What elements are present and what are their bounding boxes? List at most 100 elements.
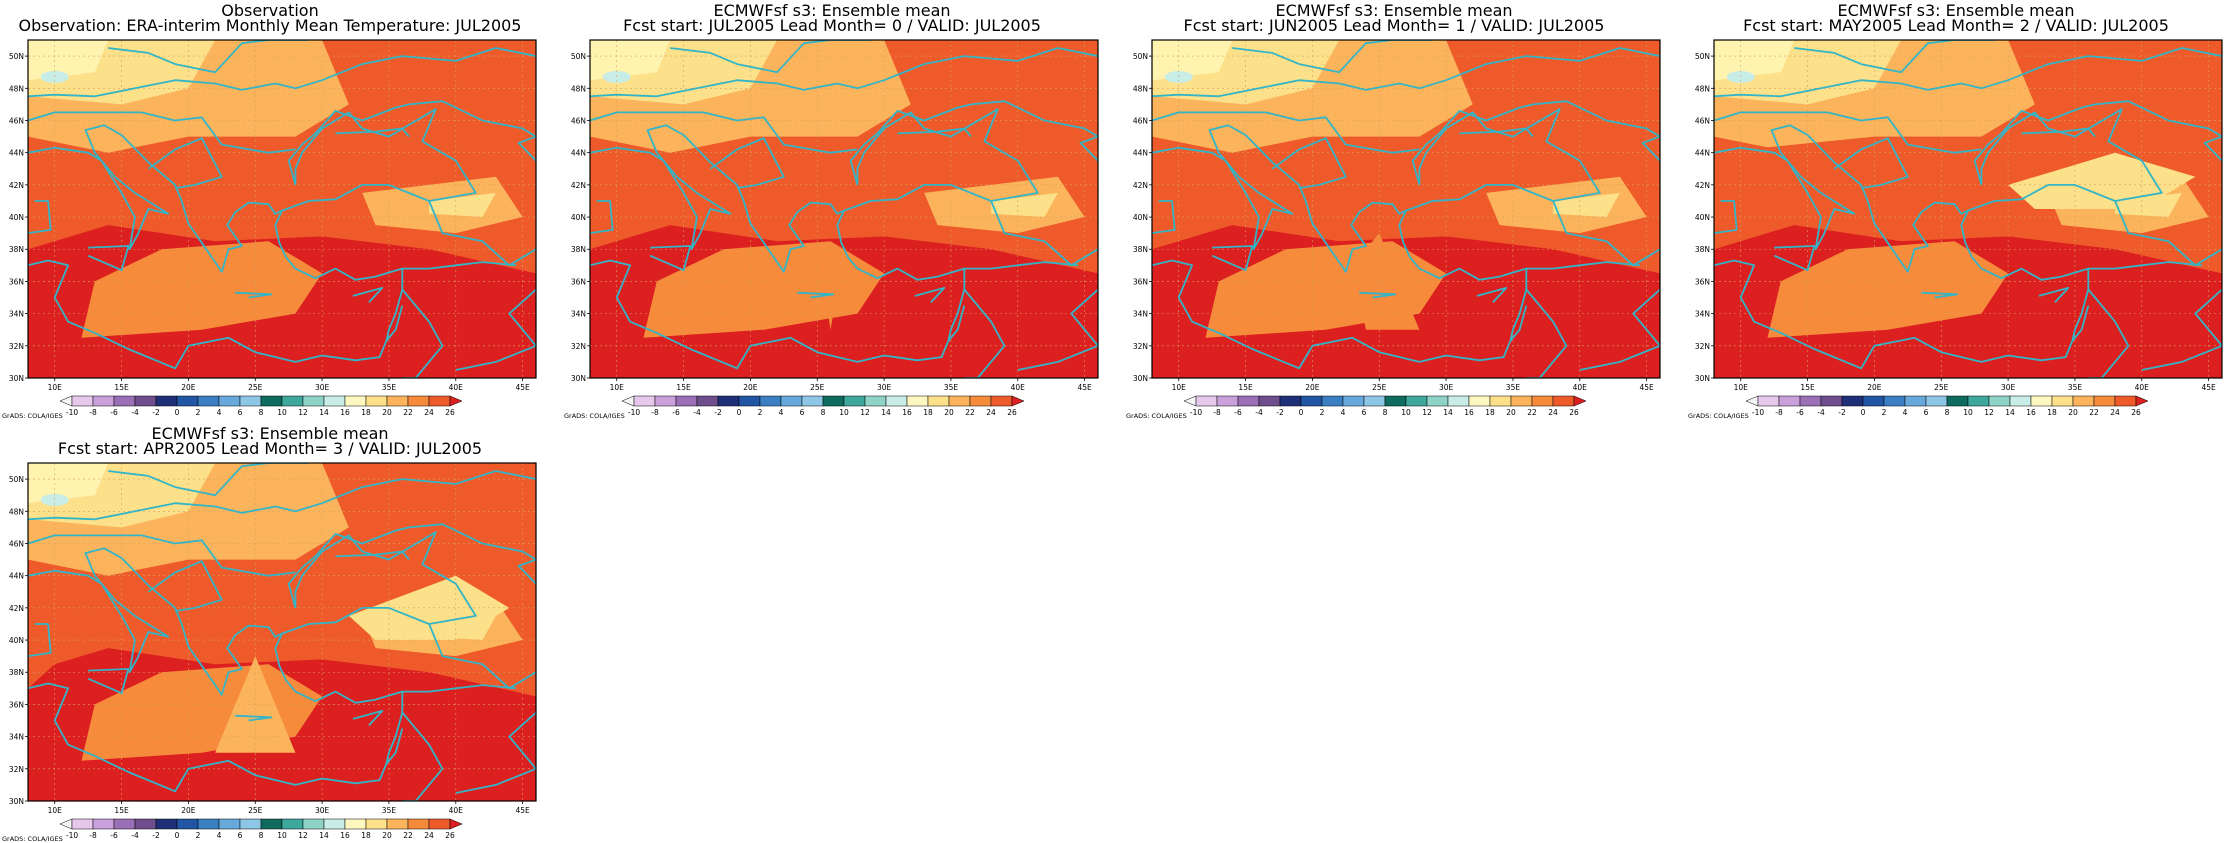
colorbar-swatch — [365, 395, 388, 407]
colorbar-tick-label: 14 — [319, 831, 329, 840]
colorbar-swatch — [2093, 395, 2116, 407]
colorbar-arrow-low — [1183, 395, 1197, 407]
colorbar-tick-label: 4 — [217, 408, 222, 417]
colorbar-swatch — [1757, 395, 1780, 407]
colorbar-tick-label: 8 — [821, 408, 826, 417]
colorbar-tick-label: -2 — [714, 408, 722, 417]
colorbar-swatch — [1468, 395, 1491, 407]
cold-region — [40, 494, 69, 507]
latitude-label: 38N — [1695, 245, 1710, 254]
longitude-label: 35E — [382, 806, 397, 815]
latitude-label: 38N — [1133, 245, 1148, 254]
temperature-region — [1553, 192, 1620, 217]
colorbar-tick-label: 22 — [403, 831, 413, 840]
latitude-label: 30N — [571, 374, 586, 383]
temperature-region — [590, 40, 671, 81]
longitude-label: 25E — [1372, 383, 1387, 392]
colorbar-swatch — [1447, 395, 1470, 407]
longitude-label: 30E — [877, 383, 892, 392]
colorbar-swatch — [1988, 395, 2011, 407]
colorbar-swatch — [113, 818, 136, 830]
colorbar-swatch — [197, 395, 220, 407]
colorbar-tick-label: 10 — [839, 408, 849, 417]
colorbar-tick-label: 4 — [779, 408, 784, 417]
map-frame — [589, 39, 1099, 379]
temperature-region — [1512, 88, 1660, 153]
latitude-label: 48N — [571, 84, 586, 93]
colorbar-swatch — [428, 395, 451, 407]
colorbar-swatch — [738, 395, 761, 407]
longitude-label: 10E — [1734, 383, 1749, 392]
panel-subtitle: Observation: ERA-interim Monthly Mean Te… — [18, 16, 522, 35]
temperature-map: 50N 48N 46N 44N 42N 40N 38N 36N 34N 32N 30N 10E 15E 2… — [2, 462, 537, 843]
latitude-label: 42N — [1695, 181, 1710, 190]
colorbar-tick-label: 0 — [175, 831, 180, 840]
colorbar-swatch — [71, 395, 94, 407]
colorbar-swatch — [386, 395, 409, 407]
longitude-label: 20E — [1867, 383, 1882, 392]
colorbar-tick-label: 10 — [277, 831, 287, 840]
latitude-label: 42N — [9, 181, 24, 190]
colorbar-swatch — [323, 395, 346, 407]
colorbar-tick-label: 24 — [424, 831, 434, 840]
colorbar-swatch — [1552, 395, 1575, 407]
latitude-label: 38N — [9, 668, 24, 677]
colorbar-tick-label: 16 — [2026, 408, 2036, 417]
shaded-field — [1714, 40, 2222, 378]
latitude-label: 46N — [1133, 116, 1148, 125]
colorbar-tick-label: -4 — [131, 831, 139, 840]
latitude-label: 42N — [571, 181, 586, 190]
longitude-label: 45E — [1639, 383, 1654, 392]
latitude-label: 50N — [571, 52, 586, 61]
temperature-region — [28, 40, 109, 81]
colorbar-swatch — [927, 395, 950, 407]
map-panel: ECMWFsf s3: Ensemble mean Fcst start: MAY… — [1686, 0, 2226, 420]
colorbar-tick-label: 0 — [175, 408, 180, 417]
colorbar-arrow-low — [59, 818, 73, 830]
colorbar-swatch — [1531, 395, 1554, 407]
temperature-region — [991, 192, 1058, 217]
colorbar-tick-label: 12 — [1984, 408, 1994, 417]
colorbar-tick-label: 2 — [196, 831, 201, 840]
colorbar-tick-label: 24 — [986, 408, 996, 417]
panel-title: ECMWFsf s3: Ensemble mean — [1837, 1, 2075, 20]
latitude-label: 40N — [571, 213, 586, 222]
latitude-label: 48N — [1133, 84, 1148, 93]
colorbar-swatch — [717, 395, 740, 407]
colorbar-tick-label: 16 — [340, 408, 350, 417]
colorbar-tick-label: 6 — [238, 831, 243, 840]
longitude-label: 30E — [315, 806, 330, 815]
temperature-map: 50N 48N 46N 44N 42N 40N 38N 36N 34N 32N 30N 10E 15E 2… — [1688, 39, 2223, 420]
latitude-label: 32N — [1695, 342, 1710, 351]
colorbar-tick-label: 18 — [361, 408, 371, 417]
longitude-label: 35E — [2068, 383, 2083, 392]
colorbar-tick-label: 4 — [217, 831, 222, 840]
colorbar-tick-label: -6 — [1796, 408, 1804, 417]
latitude-label: 42N — [9, 604, 24, 613]
colorbar-tick-label: 20 — [382, 408, 392, 417]
latitude-label: 34N — [1695, 310, 1710, 319]
colorbar-swatch — [344, 818, 367, 830]
latitude-label: 46N — [9, 116, 24, 125]
grads-credit: GrADS: COLA/IGES — [564, 412, 625, 420]
temperature-region — [81, 241, 323, 338]
colorbar-arrow-low — [59, 395, 73, 407]
colorbar-tick-label: 22 — [2089, 408, 2099, 417]
colorbar-arrow-high — [449, 395, 463, 407]
colorbar-swatch — [1405, 395, 1428, 407]
colorbar-swatch — [759, 395, 782, 407]
colorbar-swatch — [1216, 395, 1239, 407]
colorbar-swatch — [2114, 395, 2137, 407]
longitude-label: 40E — [2135, 383, 2150, 392]
colorbar-tick-label: 24 — [1548, 408, 1558, 417]
longitude-label: 35E — [382, 383, 397, 392]
longitude-label: 10E — [610, 383, 625, 392]
colorbar-tick-label: 24 — [2110, 408, 2120, 417]
colorbar-tick-label: -6 — [672, 408, 680, 417]
map-frame — [27, 462, 537, 802]
latitude-label: 40N — [9, 213, 24, 222]
colorbar-swatch — [2009, 395, 2032, 407]
temperature-region — [2115, 40, 2222, 169]
gridlines — [28, 463, 536, 801]
colorbar-tick-label: 2 — [1882, 408, 1887, 417]
